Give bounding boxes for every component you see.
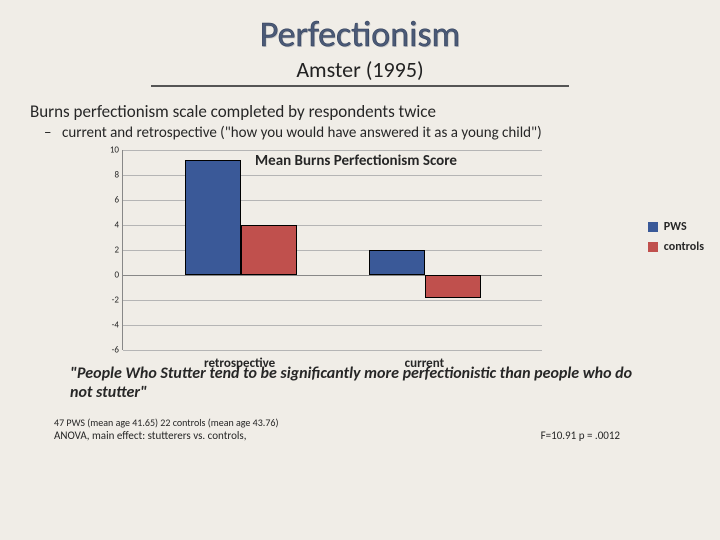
page-subtitle: Amster (1995) [151,56,569,87]
chart-ytick-label: 4 [99,220,119,231]
footnote-fstat: F=10.91 p = .0012 [541,429,620,442]
chart-bar [369,250,425,275]
chart-gridline [123,325,542,326]
chart-gridline [123,150,542,151]
chart-ytick-label: 6 [99,195,119,206]
legend-label: controls [664,240,704,254]
legend-swatch-icon [648,242,658,252]
chart-title: Mean Burns Perfectionism Score [96,152,616,170]
chart: Mean Burns Perfectionism Score 1086420-2… [96,150,616,350]
chart-xcategory-label: current [354,356,494,371]
legend-item-pws: PWS [648,220,704,234]
page-title: Perfectionism [0,0,720,56]
footnote-anova: ANOVA, main effect: stutterers vs. contr… [54,429,246,442]
chart-ytick-label: -4 [99,320,119,331]
body-text: Burns perfectionism scale completed by r… [0,97,720,122]
chart-ytick-label: 2 [99,245,119,256]
chart-legend: PWS controls [648,220,704,260]
chart-ytick-label: 0 [99,270,119,281]
chart-bar [241,225,297,275]
chart-bar [185,160,241,275]
chart-ytick-label: 8 [99,170,119,181]
legend-swatch-icon [648,222,658,232]
legend-item-controls: controls [648,240,704,254]
chart-ytick-label: -6 [99,345,119,356]
legend-label: PWS [664,220,687,234]
chart-ytick-label: -2 [99,295,119,306]
chart-plot-area: 1086420-2-4-6 [122,150,542,350]
footnote-sample: 47 PWS (mean age 41.65) 22 controls (mea… [0,410,720,429]
chart-gridline [123,300,542,301]
footnote-stats-row: ANOVA, main effect: stutterers vs. contr… [0,429,620,442]
chart-gridline [123,350,542,351]
chart-xcategory-label: retrospective [170,356,310,371]
chart-bar [425,275,481,298]
